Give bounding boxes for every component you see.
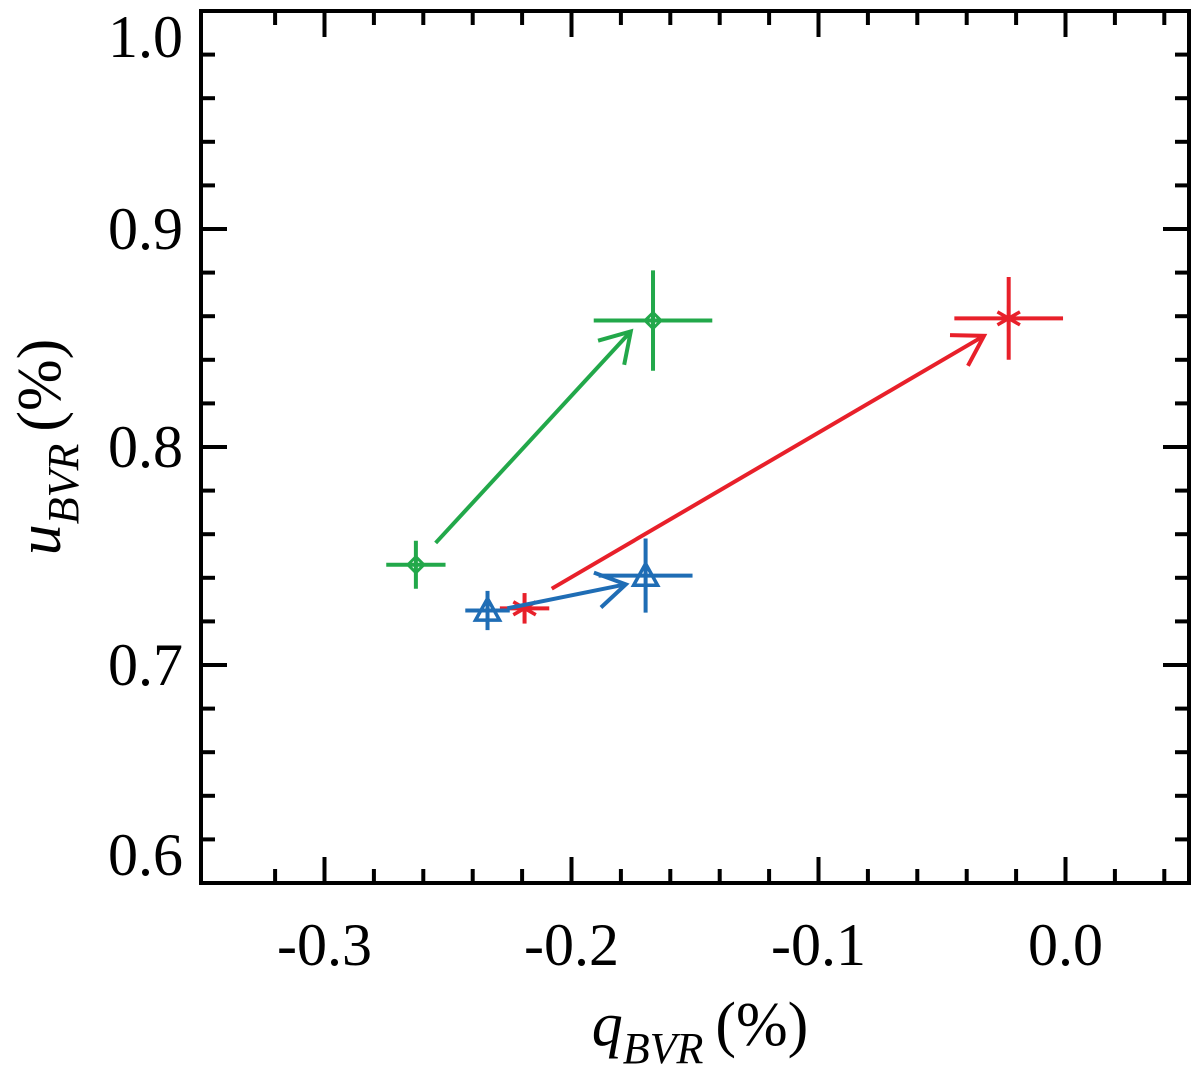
data-series xyxy=(386,270,1064,631)
axis-ticks xyxy=(201,11,1189,883)
y-tick-label: 0.6 xyxy=(108,822,183,888)
blue-arrow-shaft xyxy=(506,582,627,611)
y-tick-label: 1.0 xyxy=(108,4,183,70)
blue-triangle-marker xyxy=(630,560,661,587)
x-tick-label: -0.2 xyxy=(524,912,619,978)
axis-tick-labels: -0.3 -0.2 -0.1 0.0 0.6 0.7 0.8 0.9 1.0 xyxy=(108,4,1103,978)
x-tick-label: -0.1 xyxy=(771,912,866,978)
x-axis-label: qBVR (%) xyxy=(592,991,809,1073)
y-tick-label: 0.7 xyxy=(108,632,183,698)
red-arrow-head xyxy=(949,333,988,367)
y-axis-label: uBVR(%) xyxy=(6,339,88,556)
red-series xyxy=(499,276,1064,624)
x-tick-label: 0.0 xyxy=(1028,912,1103,978)
y-tick-label: 0.8 xyxy=(108,414,183,480)
red-asterisk-marker xyxy=(512,600,537,617)
green-arrow-head xyxy=(597,328,634,366)
red-arrow-shaft xyxy=(550,334,985,591)
green-diamond-marker xyxy=(405,554,427,575)
red-asterisk-marker xyxy=(996,310,1021,327)
green-diamond-marker xyxy=(642,310,664,331)
y-tick-label: 0.9 xyxy=(108,196,183,262)
blue-series xyxy=(465,538,693,631)
green-series xyxy=(386,270,713,589)
plot-frame xyxy=(199,9,1191,885)
blue-triangle-marker xyxy=(472,594,503,622)
x-tick-label: -0.3 xyxy=(277,912,372,978)
green-arrow-shaft xyxy=(434,330,633,545)
